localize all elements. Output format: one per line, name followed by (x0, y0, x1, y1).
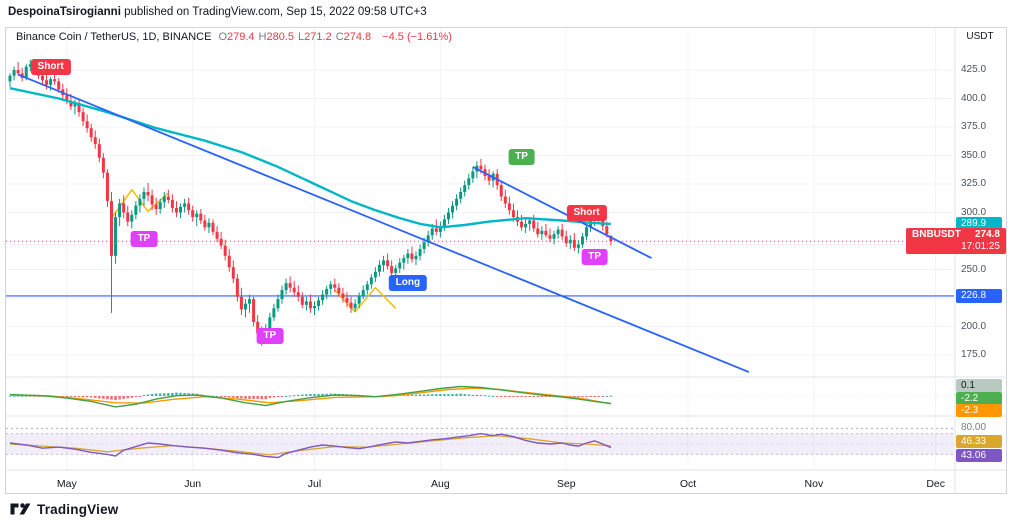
trade-label-long[interactable]: Long (388, 275, 428, 292)
chart-frame (5, 27, 1007, 494)
ohlc-values: O279.4 H280.5 L271.2 C274.8 (218, 31, 375, 43)
last-price-symbol: BNBUSDT (912, 229, 961, 241)
trade-label-short[interactable]: Short (566, 204, 607, 221)
attribution-text: published on TradingView.com, Sep 15, 20… (120, 6, 427, 18)
ohlc-l: L271.2 (298, 31, 332, 43)
symbol-legend: Binance Coin / TetherUS, 1D, BINANCE O27… (16, 31, 452, 43)
macd-pane[interactable] (5, 377, 955, 416)
tradingview-brand-text: TradingView (37, 501, 119, 517)
last-price-value: 274.8 (974, 229, 1000, 241)
main-chart-pane[interactable] (5, 28, 955, 377)
symbol-title: Binance Coin / TetherUS, 1D, BINANCE (16, 31, 212, 43)
trade-label-tp[interactable]: TP (508, 148, 535, 165)
attribution-author: DespoinaTsirogianni (8, 6, 121, 18)
ma-value-badge: 289.9 (956, 217, 1002, 231)
level-value-badge: 226.8 (956, 288, 1002, 303)
ohlc-h: H280.5 (258, 31, 295, 43)
rsi-pane[interactable] (5, 416, 955, 470)
tradingview-link[interactable]: TradingView (10, 501, 118, 517)
tradingview-logo-icon (10, 503, 31, 515)
trade-label-short[interactable]: Short (30, 58, 71, 75)
trade-label-tp[interactable]: TP (581, 248, 609, 265)
time-scale[interactable] (5, 470, 955, 493)
last-price-badge: BNBUSDT 274.8 17:01:25 (906, 228, 1006, 255)
attribution: DespoinaTsirogianni published on Trading… (8, 6, 427, 18)
trade-label-tp[interactable]: TP (130, 230, 158, 247)
price-scale[interactable] (955, 28, 1007, 493)
ohlc-o: O279.4 (218, 31, 255, 43)
change-value: −4.5 (−1.61%) (382, 31, 452, 43)
rsi-level-label: 80.00 (961, 422, 987, 434)
ohlc-c: C274.8 (335, 31, 372, 43)
price-axis-unit: USDT (966, 31, 994, 42)
trade-label-tp[interactable]: TP (256, 327, 284, 344)
bar-countdown: 17:01:25 (961, 241, 1000, 253)
